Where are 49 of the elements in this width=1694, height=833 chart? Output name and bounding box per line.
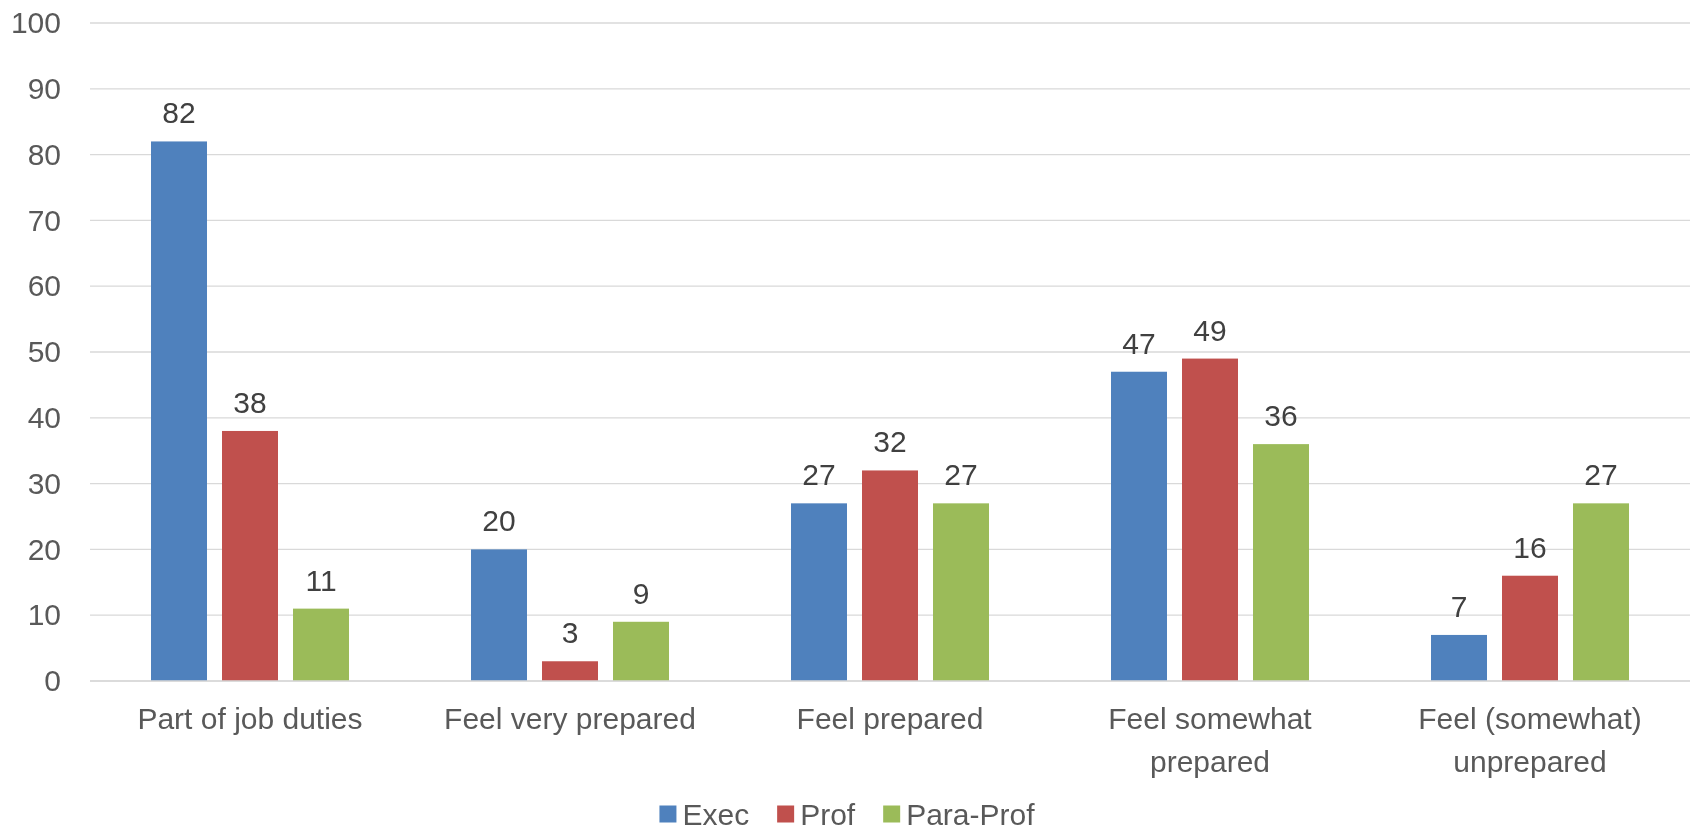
data-label: 16 (1513, 530, 1547, 564)
y-tick-label: 10 (27, 598, 61, 632)
y-tick-label: 0 (44, 664, 61, 698)
data-label: 11 (305, 563, 337, 597)
y-tick-label: 20 (27, 532, 61, 566)
y-tick-label: 60 (27, 269, 61, 303)
data-label: 9 (632, 576, 650, 610)
y-tick-label: 90 (27, 71, 61, 105)
bar (293, 608, 349, 681)
data-label: 38 (233, 385, 267, 419)
bar (1573, 503, 1629, 681)
y-tick-label: 40 (27, 400, 61, 434)
bar (1431, 634, 1487, 681)
y-tick-label: 50 (27, 335, 61, 369)
bar (613, 621, 669, 681)
data-label: 27 (944, 458, 978, 492)
data-label: 32 (873, 425, 907, 459)
bar (862, 470, 918, 681)
y-tick-label: 80 (27, 137, 61, 171)
bar (791, 503, 847, 681)
data-label: 27 (1584, 458, 1618, 492)
legend-label: Prof (800, 797, 856, 831)
x-tick-label: Feel very prepared (444, 702, 696, 735)
data-label: 49 (1193, 313, 1227, 347)
bar (1253, 444, 1309, 681)
x-tick-label: Feel somewhat prepared (1108, 702, 1313, 778)
y-tick-label: 30 (27, 466, 61, 500)
data-label: 3 (561, 616, 579, 650)
bar (1111, 371, 1167, 681)
bar (542, 661, 598, 681)
data-label: 47 (1122, 326, 1156, 360)
bar (1182, 358, 1238, 681)
legend-label: Exec (682, 797, 750, 831)
data-label: 36 (1264, 399, 1298, 433)
data-label: 7 (1450, 589, 1468, 623)
y-tick-label: 70 (27, 203, 61, 237)
legend-label: Para-Prof (906, 797, 1036, 831)
bar (1502, 575, 1558, 681)
bar (151, 141, 207, 681)
data-label: 27 (802, 458, 836, 492)
x-tick-label: Feel prepared (796, 702, 984, 735)
bar (933, 503, 989, 681)
x-tick-label: Feel (somewhat) unprepared (1418, 702, 1642, 778)
x-tick-label: Part of job duties (137, 702, 363, 735)
bar (471, 549, 527, 681)
data-label: 82 (162, 96, 196, 130)
data-label: 20 (482, 504, 516, 538)
y-tick-label: 100 (10, 6, 61, 40)
bar (222, 430, 278, 681)
